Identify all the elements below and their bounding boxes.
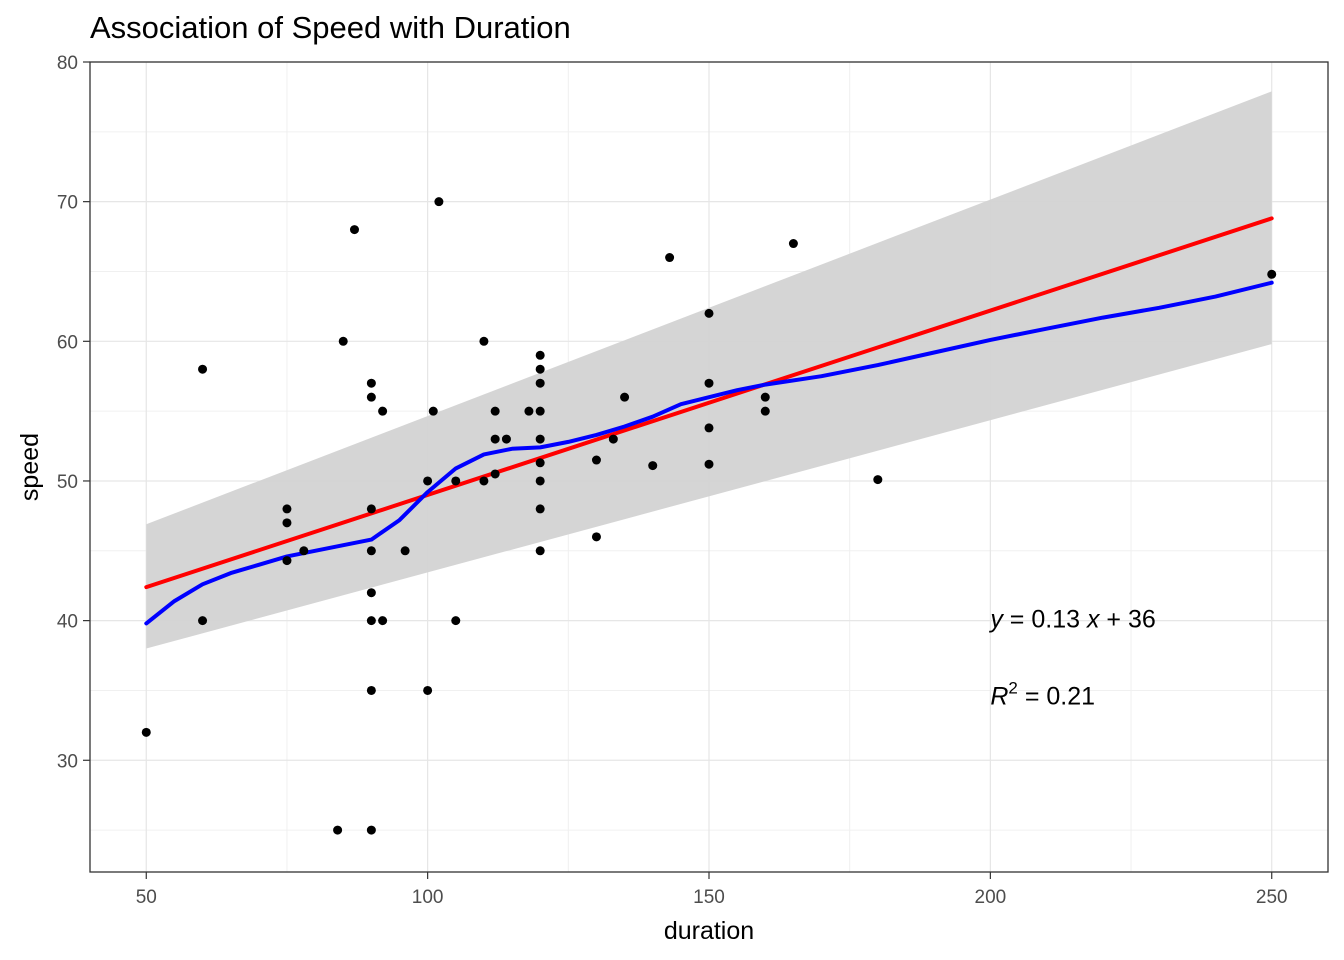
data-point [490,434,500,444]
linear-fit-line [144,216,1274,590]
data-point [378,616,388,626]
data-point [366,504,376,514]
r2-value: = 0.21 [1018,682,1095,710]
r-squared-annotation: R2 = 0.21 [990,678,1095,710]
data-point [535,476,545,486]
data-point [704,423,714,433]
data-point [535,434,545,444]
data-point [282,504,292,514]
x-tick-label: 150 [693,887,725,908]
data-point [535,458,545,468]
data-point [423,476,433,486]
equation-coefficient: = 0.13 [1003,606,1087,634]
data-point [198,616,208,626]
data-point [434,197,444,207]
data-point [282,556,292,566]
y-tick-label: 50 [57,472,78,493]
data-point [299,546,309,556]
data-point [282,518,292,528]
data-point [366,825,376,835]
data-point [366,546,376,556]
data-point [400,546,410,556]
data-point [338,336,348,346]
data-point [665,253,675,263]
data-point [535,504,545,514]
x-tick-label: 50 [136,887,157,908]
x-tick-label: 250 [1256,887,1288,908]
equation-x-var: x [1086,606,1101,634]
data-point [479,476,489,486]
data-point [1267,269,1277,279]
data-point [490,469,500,479]
data-point [873,475,883,485]
data-point [760,406,770,416]
y-axis-label: speed [16,433,44,501]
data-point [451,476,461,486]
data-point [451,616,461,626]
loess-line [144,280,1274,626]
y-tick-label: 30 [57,751,78,772]
data-point [620,392,630,402]
data-point [349,225,359,235]
data-point [535,378,545,388]
data-point [366,588,376,598]
data-point [198,364,208,374]
fit-lines-layer [144,216,1274,626]
data-point [366,616,376,626]
data-point [788,239,798,249]
chart-title: Association of Speed with Duration [90,10,571,45]
data-point [704,378,714,388]
data-point [608,434,618,444]
y-tick-label: 40 [57,612,78,633]
y-tick-label: 70 [57,193,78,214]
data-point [333,825,343,835]
data-point [591,532,601,542]
confidence-band-layer [146,91,1272,649]
equation-y-var: y [988,606,1004,634]
data-point [535,406,545,416]
regression-equation: y = 0.13 x + 36 [988,606,1155,634]
axis-ticks: 50 100 150 200 250 30 40 50 60 70 80 [57,53,1288,908]
x-axis-label: duration [664,917,754,945]
equation-plus: + [1099,606,1128,634]
data-point [366,378,376,388]
data-point [648,461,658,471]
equation-intercept: 36 [1128,606,1156,634]
r2-symbol: R [990,682,1008,710]
data-point [535,546,545,556]
data-point [378,406,388,416]
data-point [704,308,714,318]
confidence-band [146,91,1272,649]
x-tick-label: 100 [412,887,444,908]
data-points [141,197,1277,835]
data-point [423,685,433,695]
data-point [366,392,376,402]
r2-superscript: 2 [1008,678,1017,697]
data-point [366,685,376,695]
data-point [591,455,601,465]
data-point [141,727,151,737]
data-point [760,392,770,402]
x-tick-label: 200 [975,887,1007,908]
data-point [479,336,489,346]
data-point [704,459,714,469]
y-tick-label: 80 [57,53,78,74]
y-tick-label: 60 [57,332,78,353]
data-point [428,406,438,416]
data-point [535,364,545,374]
data-point [535,350,545,360]
data-point [490,406,500,416]
data-point [501,434,511,444]
data-point [524,406,534,416]
